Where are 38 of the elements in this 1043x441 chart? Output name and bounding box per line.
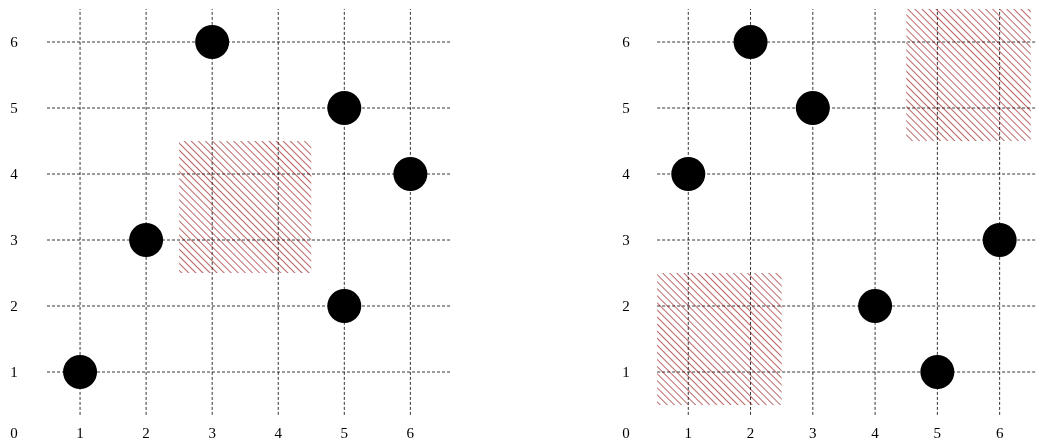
point [671,157,706,191]
x-tick-label: 0 [10,425,18,441]
y-tick-label: 6 [622,34,631,51]
x-tick-label: 3 [809,425,817,441]
y-tick-label: 3 [622,232,630,249]
y-tick-label: 1 [10,364,18,381]
y-tick-label: 2 [10,298,18,315]
x-tick-label: 2 [746,425,755,441]
y-tick-label: 1 [622,364,630,381]
x-tick-label: 5 [933,425,942,441]
point [795,91,830,125]
y-tick-label: 6 [10,34,19,51]
point [920,355,955,389]
x-tick-label: 6 [406,425,415,441]
x-tick-label: 2 [142,425,150,441]
x-tick-label: 3 [208,425,216,441]
point [393,157,428,191]
y-tick-label: 3 [10,232,18,249]
y-tick-label: 5 [622,100,630,117]
point [63,355,98,389]
y-tick-label: 4 [10,166,19,183]
y-tick-label: 4 [622,166,631,183]
x-tick-label: 4 [274,425,283,441]
x-tick-label: 6 [995,425,1004,441]
x-tick-label: 5 [340,425,349,441]
point [327,289,362,323]
x-tick-label: 1 [76,425,84,441]
x-tick-label: 1 [684,425,693,441]
y-tick-label: 2 [622,298,630,315]
point [195,25,230,59]
y-tick-label: 5 [10,100,18,117]
point [858,289,893,323]
point [733,25,768,59]
x-tick-label: 0 [622,425,630,441]
x-tick-label: 4 [871,425,880,441]
point [327,91,362,125]
point [129,223,164,257]
point [982,223,1017,257]
